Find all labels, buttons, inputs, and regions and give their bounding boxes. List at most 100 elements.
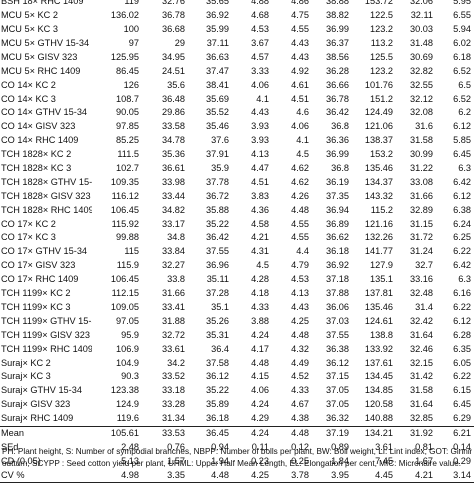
value-cell: 119 (124, 0, 139, 7)
value-cell: 36.99 (326, 24, 349, 35)
value-cell: 36.62 (326, 232, 349, 243)
value-cell: 35.88 (206, 204, 229, 215)
value-cell: 141.77 (364, 246, 393, 257)
table-row: CV % 4.98 3.35 4.48 4.25 3.78 3.95 4.45 4.21 3.14… (0, 468, 474, 483)
value-cell: 4.48 (188, 468, 232, 483)
value-cell: 33.84 (162, 246, 185, 257)
value-cell: 106.45 (110, 274, 139, 285)
value-cell: 0.29 (453, 455, 471, 466)
value-cell: 36.28 (326, 65, 349, 76)
value-cell: 116.12 (111, 190, 139, 201)
table-row: CO 17× KC 2 115.92 33.17 35.22 4.58 4.55 36.89… (0, 217, 474, 231)
value-cell: 4.45 (352, 468, 396, 483)
value-cell: 6.3 (458, 274, 471, 285)
table-row: CO 14× GISV 323 97.85 33.58 35.46 3.93 4.06 36… (0, 120, 474, 134)
value-cell: 4.79 (291, 260, 309, 271)
value-cell: 31.66 (162, 288, 185, 299)
value-cell: 35.65 (206, 0, 229, 7)
value-cell: 34.78 (162, 135, 185, 146)
value-cell: 4.43 (251, 107, 269, 118)
value-cell: 36.19 (326, 176, 349, 187)
value-cell: 4.75 (291, 10, 309, 21)
value-cell: 3.33 (251, 65, 269, 76)
table-row: Mean 105.61 33.53 36.45 4.24 4.48 37.19 134.21 3… (0, 425, 474, 441)
value-cell: 35.1 (211, 301, 229, 312)
value-cell: 3.95 (312, 468, 352, 483)
value-cell: 126 (123, 79, 139, 90)
value-cell: 111.5 (117, 149, 139, 160)
value-cell: 97 (128, 38, 139, 49)
value-cell: 35.52 (206, 107, 229, 118)
value-cell: 4.51 (291, 93, 309, 104)
value-cell: 115.2 (370, 204, 393, 215)
table-row: CO 17× GTHV 15-34 115 33.84 37.55 4.31 4.4 36.… (0, 245, 474, 259)
value-cell: 31.34 (162, 413, 185, 424)
value-cell: 37.05 (326, 385, 349, 396)
value-cell: 33.8 (167, 274, 185, 285)
value-cell: 38.82 (326, 10, 349, 21)
row-label-cell: CO 17× GTHV 15-34 (1, 246, 88, 257)
value-cell: 95.9 (121, 329, 139, 340)
value-cell: 136.02 (110, 10, 139, 21)
value-cell: 100 (123, 24, 139, 35)
value-cell: 121.16 (364, 218, 393, 229)
value-cell: 33.17 (162, 218, 185, 229)
value-cell: 6.24 (453, 218, 471, 229)
value-cell: 35.9 (211, 163, 229, 174)
value-cell: 2.48 (121, 441, 139, 452)
row-label-cell: CO 17× GISV 323 (1, 260, 76, 271)
value-cell: 31.42 (410, 371, 433, 382)
value-cell: 0.11 (251, 441, 269, 452)
value-cell: 6.3 (458, 163, 471, 174)
value-cell: 90.3 (121, 371, 139, 382)
table-row: TCH 1199× GTHV 15-34 97.05 31.88 35.26 3.88 4… (0, 314, 474, 328)
row-label-cell: TCH 1199× GTHV 15-34 (1, 315, 92, 326)
value-cell: 4.31 (251, 246, 269, 257)
row-label-cell: MCU 5× GISV 323 (1, 51, 78, 62)
value-cell: 4.38 (291, 413, 309, 424)
value-cell: 4.36 (251, 204, 269, 215)
value-cell: 140.88 (364, 413, 393, 424)
value-cell: 30.99 (410, 149, 433, 160)
table-row: TCH 1199× KC 3 109.05 33.41 35.1 4.33 4.43 36.… (0, 301, 474, 315)
value-cell: 4.28 (251, 274, 269, 285)
row-label-cell: TCH 1199× KC 3 (1, 301, 71, 312)
value-cell: 4.1 (256, 93, 269, 104)
value-cell: 3.93 (251, 121, 269, 132)
value-cell: 36.42 (206, 232, 229, 243)
value-cell: 36.92 (326, 260, 349, 271)
value-cell: 32.06 (410, 0, 433, 7)
value-cell: 37.15 (326, 371, 349, 382)
row-label-cell: BSH 18× RHC 1409 (1, 0, 84, 7)
value-cell: 138.37 (364, 135, 393, 146)
value-cell: 36.32 (326, 413, 349, 424)
value-cell: 32.46 (410, 343, 433, 354)
value-cell: 6.25 (453, 232, 471, 243)
value-cell: 4.21 (251, 232, 269, 243)
value-cell: 33.28 (162, 399, 185, 410)
value-cell: 6.35 (453, 343, 471, 354)
value-cell: 31.4 (415, 301, 433, 312)
value-cell: 37.18 (326, 274, 349, 285)
table-row: Suraj× GISV 323 124.9 33.28 35.89 4.24 4.67 37… (0, 398, 474, 412)
value-cell: 31.72 (410, 232, 433, 243)
value-cell: 4.24 (251, 399, 269, 410)
value-cell: 153.72 (364, 0, 393, 7)
value-cell: 134.85 (364, 385, 393, 396)
value-cell: 35.99 (206, 24, 229, 35)
table-row: MCU 5× RHC 1409 86.45 24.51 37.47 3.33 4.92 36… (0, 64, 474, 78)
value-cell: 35.6 (167, 79, 185, 90)
value-cell: 35.22 (206, 385, 229, 396)
value-cell: 109.35 (110, 176, 139, 187)
value-cell: 5.95 (453, 0, 471, 7)
value-cell: 137.81 (364, 288, 393, 299)
value-cell: 33.16 (410, 274, 433, 285)
value-cell: 4.1 (296, 135, 309, 146)
value-cell: 4.21 (396, 468, 436, 483)
value-cell: 4.55 (291, 232, 309, 243)
value-cell: 31.6 (415, 121, 433, 132)
value-cell: 106.9 (116, 343, 139, 354)
value-cell: 3.83 (251, 190, 269, 201)
value-cell: 36.89 (326, 218, 349, 229)
value-cell: 4.98 (92, 468, 142, 483)
